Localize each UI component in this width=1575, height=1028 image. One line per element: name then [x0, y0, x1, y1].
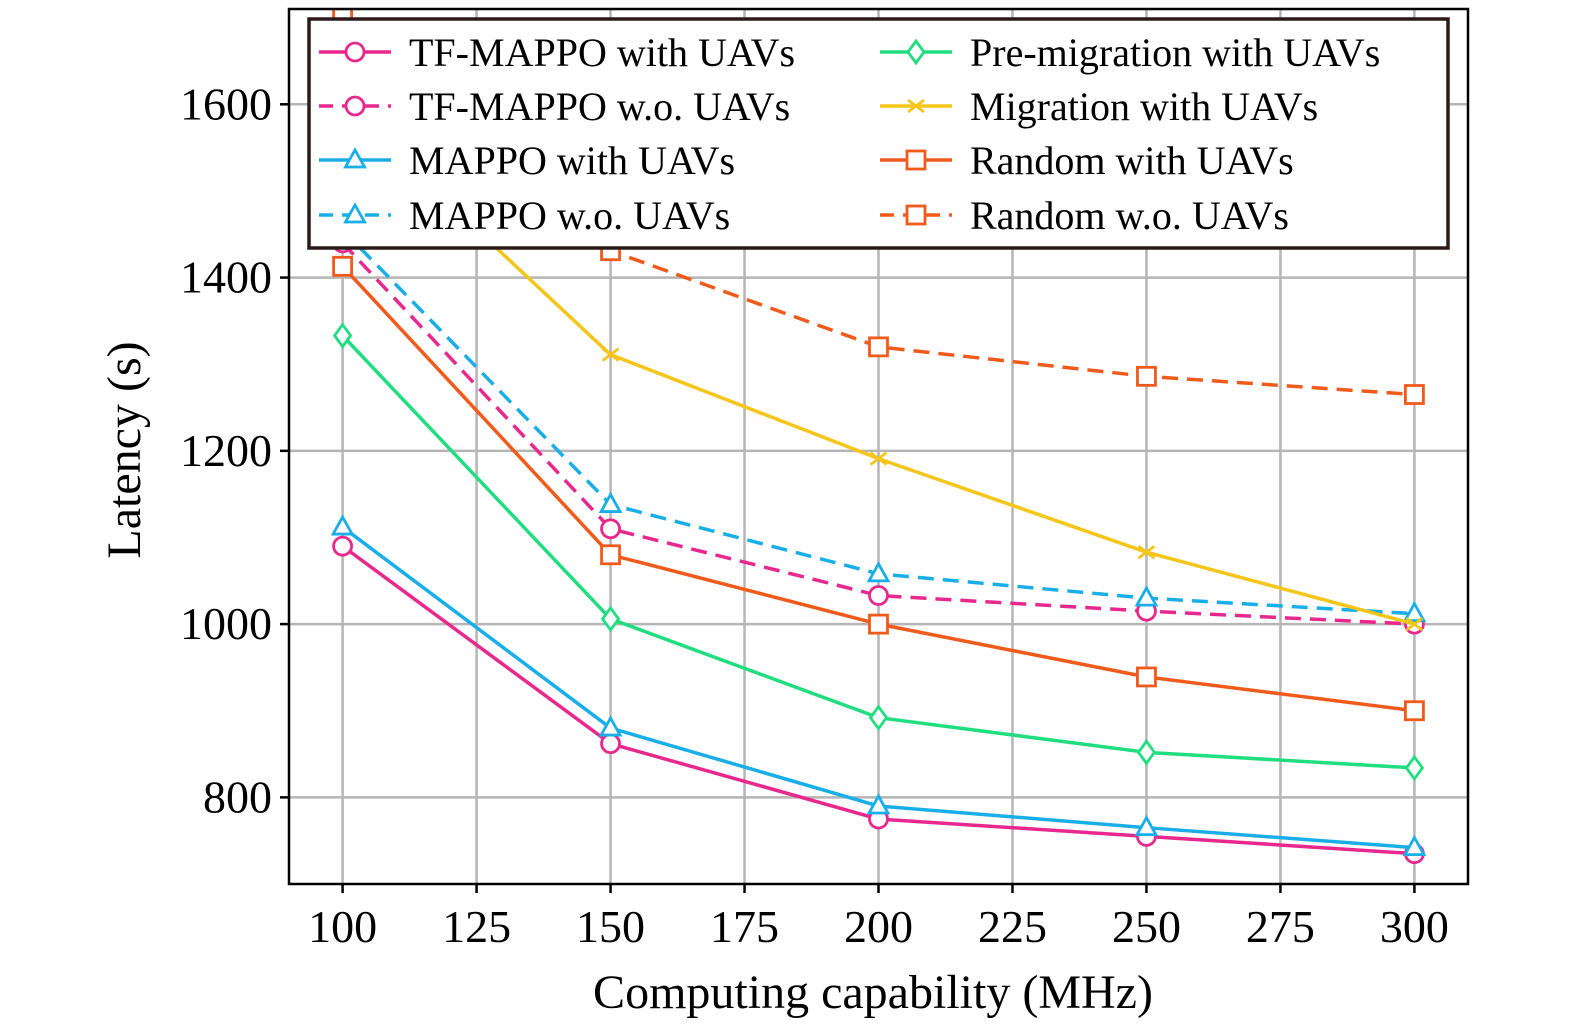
data-point [1137, 545, 1156, 560]
legend-label: Random with UAVs [970, 138, 1294, 183]
y-tick-label: 1600 [180, 78, 272, 129]
legend-label: MAPPO w.o. UAVs [409, 193, 730, 238]
data-point [1134, 814, 1159, 837]
data-point [1136, 738, 1157, 766]
data-point [868, 585, 889, 606]
legend-marker [344, 95, 366, 117]
data-point [330, 514, 355, 536]
data-point [600, 544, 621, 566]
data-point [332, 535, 353, 557]
legend-marker [905, 204, 927, 226]
data-point [868, 613, 889, 635]
x-tick-label: 300 [1380, 901, 1449, 952]
x-tick-label: 200 [844, 901, 913, 952]
data-point [866, 793, 891, 815]
data-point [1136, 365, 1157, 387]
x-tick-label: 150 [576, 901, 645, 952]
data-point [868, 704, 889, 732]
x-tick-label: 125 [442, 901, 511, 952]
legend-entry: Pre-migration with UAVs [880, 30, 1380, 75]
series-3 [330, 217, 1427, 623]
data-point [1404, 754, 1425, 782]
legend-box [307, 17, 1450, 250]
legend-marker [905, 149, 927, 171]
data-point [332, 255, 353, 277]
legend-label: Migration with UAVs [970, 84, 1318, 129]
data-point [1134, 585, 1159, 607]
legend-marker [343, 202, 367, 224]
legend-entry: Migration with UAVs [880, 84, 1318, 129]
legend-label: TF-MAPPO w.o. UAVs [409, 84, 790, 129]
data-point [1402, 600, 1427, 623]
x-axis-label: Computing capability (MHz) [593, 966, 1153, 1019]
x-tick-label: 175 [710, 901, 779, 952]
data-point [1404, 700, 1425, 722]
legend-entry: Random with UAVs [880, 138, 1294, 183]
x-tick-label: 275 [1246, 901, 1315, 952]
legend-label: MAPPO with UAVs [409, 138, 735, 183]
series-6 [332, 255, 1425, 722]
data-point [866, 560, 891, 583]
legend-label: Random w.o. UAVs [970, 193, 1289, 238]
data-point [601, 347, 620, 362]
legend-marker [907, 98, 925, 114]
y-tick-label: 1000 [180, 598, 272, 649]
legend-entry: MAPPO with UAVs [319, 138, 735, 183]
y-tick-label: 1200 [180, 425, 272, 476]
data-point [1136, 666, 1157, 688]
legend: TF-MAPPO with UAVs TF-MAPPO w.o. UAVs MAPP… [307, 17, 1450, 250]
x-tick-label: 250 [1112, 901, 1181, 952]
x-tick-label: 225 [978, 901, 1047, 952]
data-point [600, 733, 621, 755]
data-point [868, 336, 889, 358]
data-point [600, 605, 621, 633]
data-point [869, 451, 888, 466]
series-4 [332, 322, 1425, 782]
legend-entry: Random w.o. UAVs [880, 193, 1289, 238]
legend-marker [906, 38, 926, 66]
data-point [598, 715, 623, 737]
y-tick-label: 1400 [180, 252, 272, 303]
axis-ticks: 100 125 150 175 200 225 250 275 300 800 1000 1200 14… [180, 78, 1449, 952]
legend-entry: TF-MAPPO w.o. UAVs [319, 84, 790, 129]
data-point [1404, 384, 1425, 405]
data-point [1402, 834, 1427, 857]
series-2 [330, 514, 1427, 857]
y-tick-label: 800 [203, 771, 272, 822]
x-tick-label: 100 [308, 901, 377, 952]
legend-marker [344, 41, 366, 63]
legend-entry: MAPPO w.o. UAVs [319, 193, 730, 238]
series-line [341, 241, 1415, 626]
legend-label: Pre-migration with UAVs [970, 30, 1380, 75]
data-point [598, 491, 623, 513]
data-point [1405, 616, 1424, 632]
data-point [332, 322, 353, 349]
legend-entry: TF-MAPPO with UAVs [319, 30, 795, 75]
legend-label: TF-MAPPO with UAVs [409, 30, 795, 75]
legend-marker [343, 147, 367, 169]
y-axis-label: Latency (s) [98, 341, 151, 558]
data-point [600, 518, 621, 540]
